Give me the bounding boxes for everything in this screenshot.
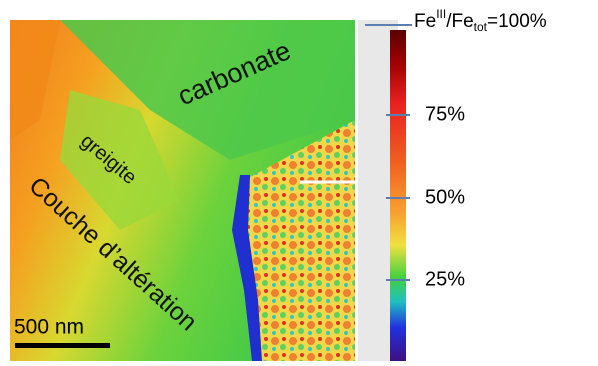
colorbar bbox=[390, 30, 406, 361]
scale-bar bbox=[15, 343, 110, 348]
label-part: =100% bbox=[487, 11, 547, 32]
label-sub: tot bbox=[474, 20, 488, 34]
scale-bar-label: 500 nm bbox=[14, 316, 84, 339]
colorbar-tick-label: 50% bbox=[425, 186, 465, 208]
interface bbox=[232, 175, 262, 361]
colorbar-top-label: FeIII/Fetot=100% bbox=[414, 7, 547, 34]
speckled-zone bbox=[245, 120, 355, 361]
orange-zone bbox=[10, 20, 60, 140]
label-sup: III bbox=[436, 7, 446, 21]
colorbar-tick-label: 25% bbox=[425, 268, 465, 290]
colorbar-ticks: 75% 50% 25% bbox=[386, 103, 465, 290]
label-part: Fe bbox=[414, 11, 436, 32]
carbonate-zone bbox=[60, 20, 355, 160]
colorbar-tick-label: 75% bbox=[425, 103, 465, 125]
label-part: /Fe bbox=[446, 11, 473, 32]
greigite-zone bbox=[60, 90, 180, 230]
